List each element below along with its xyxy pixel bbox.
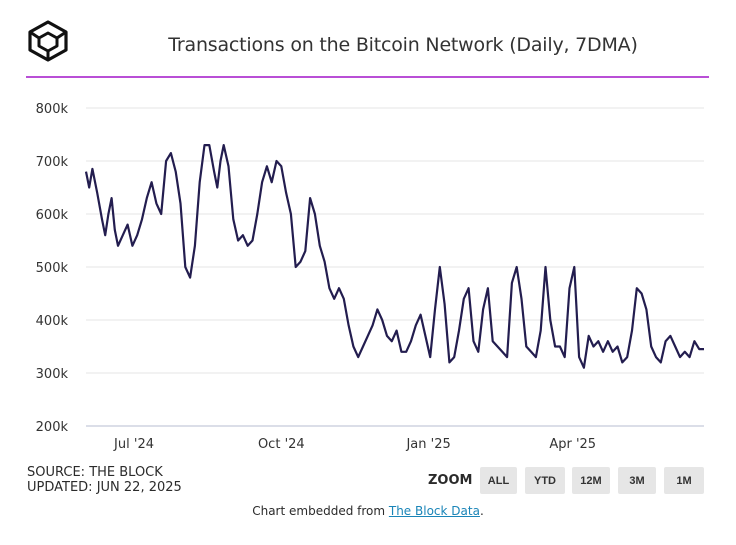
y-tick-label: 600k: [36, 208, 69, 223]
zoom-1m-button[interactable]: 1M: [664, 467, 704, 494]
y-tick-label: 500k: [36, 261, 69, 276]
y-gridlines: [86, 107, 704, 374]
source-credit: SOURCE: THE BLOCK UPDATED: JUN 22, 2025: [27, 465, 182, 495]
the-block-logo-icon: [28, 20, 68, 62]
embed-credit: Chart embedded from The Block Data.: [0, 504, 736, 518]
zoom-ytd-button[interactable]: YTD: [525, 467, 565, 494]
y-tick-label: 400k: [36, 314, 69, 329]
x-tick-label: Jan '25: [405, 437, 450, 452]
y-tick-labels: 800k 700k 600k 500k 400k 300k 200k: [36, 102, 69, 435]
embed-prefix: Chart embedded from: [252, 504, 389, 518]
y-tick-label: 200k: [36, 420, 69, 435]
chart-title: Transactions on the Bitcoin Network (Dai…: [168, 34, 638, 56]
embed-suffix: .: [479, 504, 484, 518]
y-tick-label: 700k: [36, 155, 69, 170]
the-block-data-link[interactable]: The Block Data: [388, 504, 480, 518]
zoom-12m-button[interactable]: 12M: [572, 467, 610, 494]
title-divider: [26, 76, 709, 78]
series-line-transactions[interactable]: [84, 144, 704, 369]
x-tick-label: Oct '24: [258, 437, 305, 452]
y-tick-label: 300k: [36, 367, 69, 382]
y-tick-label: 800k: [36, 102, 69, 117]
zoom-all-button[interactable]: ALL: [480, 467, 517, 494]
x-tick-labels: Jul '24 Oct '24 Jan '25 Apr '25: [113, 437, 596, 452]
updated-label: UPDATED: JUN 22, 2025: [27, 480, 182, 495]
zoom-3m-button[interactable]: 3M: [618, 467, 656, 494]
zoom-label: ZOOM: [428, 473, 473, 488]
source-label: SOURCE: THE BLOCK: [27, 465, 163, 480]
x-tick-label: Apr '25: [549, 437, 596, 452]
x-tick-label: Jul '24: [113, 437, 154, 452]
